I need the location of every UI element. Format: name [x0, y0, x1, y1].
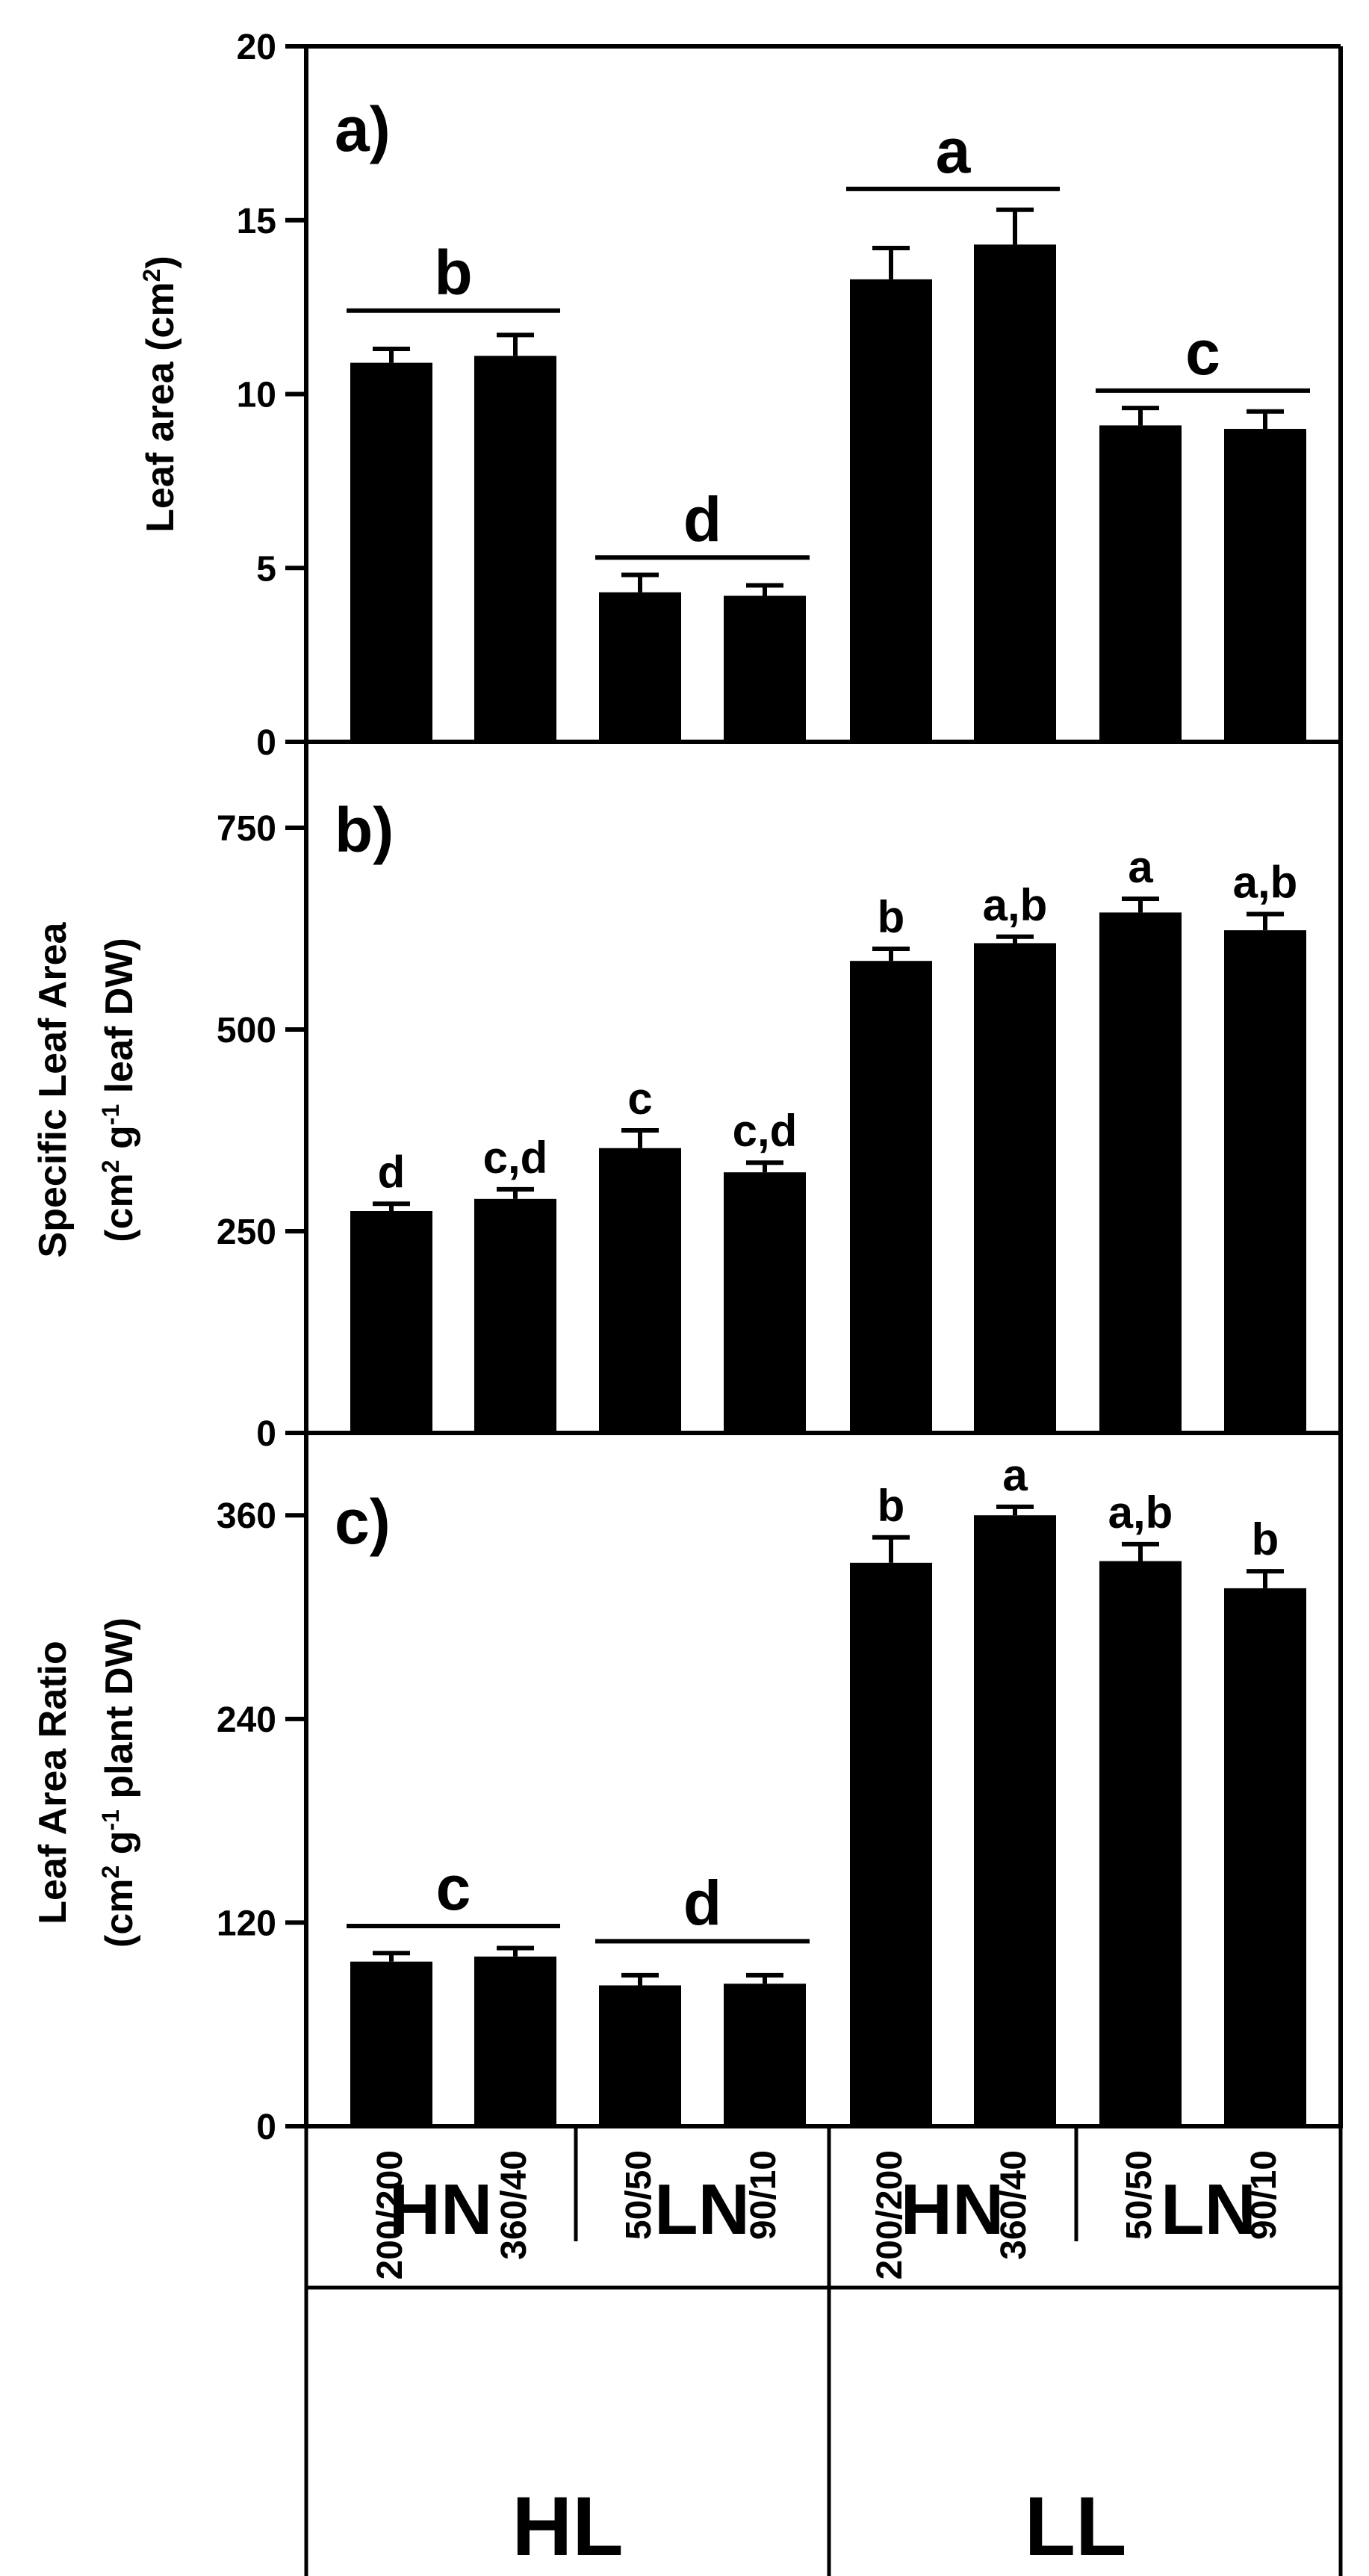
bar	[1099, 1561, 1182, 2126]
bar	[350, 1961, 432, 2126]
x-tick-label: 200/200	[870, 2150, 910, 2280]
panel-a: 0 5 10 15 20 a) Leaf area (cm2) b d a c	[138, 28, 1343, 763]
significance-letter: b	[1252, 1514, 1279, 1564]
panel-label: a)	[335, 94, 391, 164]
significance-letter: a	[1128, 842, 1153, 892]
y-tick-label: 0	[256, 1414, 276, 1454]
bar	[599, 1148, 681, 1433]
y-axis-label: Leaf area (cm2)	[138, 256, 182, 532]
y-axis-label: Specific Leaf Area	[31, 921, 75, 1257]
nitrogen-group-label: HN	[901, 2170, 1005, 2250]
y-tick-label: 20	[237, 28, 276, 67]
significance-letter: a,b	[1108, 1487, 1173, 1538]
x-tick-label: 360/40	[494, 2150, 534, 2260]
y-tick-label: 0	[256, 2108, 276, 2147]
significance-letter: d	[378, 1147, 406, 1197]
bar	[850, 1562, 932, 2126]
bar	[350, 1211, 432, 1433]
nitrogen-group-label: LN	[654, 2170, 750, 2250]
group-letter: d	[683, 1868, 721, 1938]
bar	[974, 1515, 1056, 2126]
y-tick-label: 5	[256, 549, 276, 589]
x-tick-label: 50/50	[619, 2150, 659, 2240]
significance-letter: c	[627, 1074, 652, 1124]
bar	[1224, 930, 1306, 1433]
panel-label: b)	[335, 795, 394, 865]
panel-label: c)	[335, 1487, 391, 1557]
nitrogen-group-label: HN	[389, 2170, 493, 2250]
x-tick-label: 200/200	[370, 2150, 410, 2280]
bar	[850, 961, 932, 1433]
significance-letter: b	[878, 1481, 905, 1531]
x-tick-label: 90/10	[744, 2150, 783, 2240]
light-group-label: LL	[1025, 2480, 1127, 2573]
x-tick-label: 90/10	[1244, 2150, 1284, 2240]
significance-letter: a	[1002, 1450, 1028, 1500]
group-letter: c	[1185, 318, 1220, 388]
y-tick-label: 0	[256, 723, 276, 763]
bar	[474, 356, 556, 742]
y-tick-label: 360	[217, 1496, 276, 1536]
x-tick-label: 360/40	[994, 2150, 1034, 2260]
y-axis-label: (cm2 g-1 leaf DW)	[97, 938, 141, 1242]
group-letter: a	[936, 116, 972, 186]
bar	[724, 1172, 806, 1433]
bar	[474, 1956, 556, 2126]
bar	[1224, 1588, 1306, 2126]
bar	[474, 1198, 556, 1433]
bar	[974, 244, 1056, 743]
panel-b: 0 250 500 750 b) Specific Leaf Area (cm2 g-1 l…	[31, 795, 1343, 1454]
y-tick-label: 15	[237, 202, 276, 241]
bar	[599, 1985, 681, 2126]
light-group-label: HL	[512, 2480, 623, 2573]
bar	[974, 943, 1056, 1433]
significance-letter: c,d	[483, 1133, 548, 1183]
bar	[850, 279, 932, 742]
significance-letter: b	[878, 892, 905, 942]
bar	[350, 362, 432, 742]
bar	[724, 595, 806, 742]
significance-letter: a,b	[983, 880, 1048, 930]
panel-c: 0 120 240 360 c) Leaf Area Ratio (cm2 g-1 plan…	[31, 1450, 1343, 2147]
x-tick-label: 50/50	[1120, 2150, 1159, 2240]
y-tick-label: 10	[237, 376, 276, 415]
bar	[1099, 912, 1182, 1433]
group-letter: b	[434, 238, 472, 308]
y-axis-label: (cm2 g-1 plant DW)	[97, 1617, 141, 1948]
nitrogen-group-label: LN	[1161, 2170, 1256, 2250]
bar	[1224, 429, 1306, 742]
y-tick-label: 500	[217, 1011, 276, 1050]
group-letter: c	[436, 1853, 471, 1923]
significance-letter: a,b	[1233, 858, 1298, 908]
y-tick-label: 240	[217, 1700, 276, 1740]
bar	[599, 592, 681, 742]
bar	[1099, 425, 1182, 742]
y-axis-label: Leaf Area Ratio	[31, 1641, 75, 1925]
y-tick-label: 250	[217, 1213, 276, 1252]
bar	[724, 1984, 806, 2126]
x-axis: 200/200 360/40 50/50 90/10 200/200 360/40 50/5…	[304, 2126, 1343, 2576]
group-letter: d	[683, 484, 721, 554]
y-tick-label: 120	[217, 1904, 276, 1943]
y-tick-label: 750	[217, 809, 276, 849]
significance-letter: c,d	[733, 1106, 798, 1156]
